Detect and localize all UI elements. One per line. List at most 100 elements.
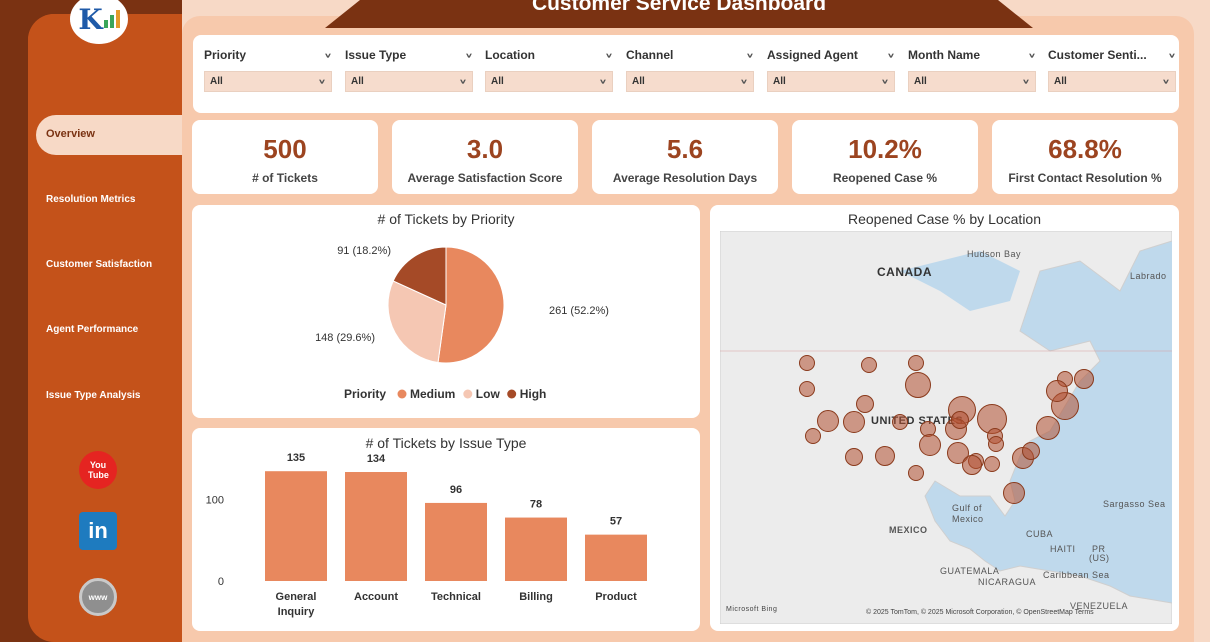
map-label: CUBA [1026, 529, 1054, 539]
location-bubble[interactable] [845, 448, 863, 466]
filter-label: Channel [626, 48, 674, 62]
nav-item-agent-performance[interactable]: Agent Performance [46, 324, 139, 335]
location-bubble[interactable] [1036, 416, 1060, 440]
location-bubble[interactable] [817, 410, 839, 432]
map-attribution[interactable]: © 2025 TomTom, © 2025 Microsoft Corporat… [866, 609, 1094, 616]
location-bubble[interactable] [951, 411, 969, 429]
filter-value: All [773, 76, 786, 87]
y-tick-label: 100 [206, 495, 224, 507]
location-bubble[interactable] [799, 355, 815, 371]
x-tick-label: Technical [431, 591, 481, 603]
location-bubble[interactable] [908, 465, 924, 481]
filter-channel: Channel ∨ All ∨ [626, 45, 754, 92]
location-bubble[interactable] [908, 355, 924, 371]
location-bubble[interactable] [1074, 369, 1094, 389]
y-tick-label: 0 [218, 576, 224, 588]
location-bubble[interactable] [905, 372, 931, 398]
pie-slice-medium[interactable] [437, 246, 505, 364]
location-bubble[interactable] [984, 456, 1000, 472]
kpi-value: 500 [263, 134, 307, 164]
bar-data-label: 134 [367, 453, 386, 465]
priority-chart-card: # of Tickets by Priority 261 (52.2%) 148 … [192, 205, 700, 418]
chevron-down-icon[interactable]: ∨ [604, 51, 613, 59]
filter-dropdown[interactable]: All ∨ [767, 71, 895, 92]
chevron-down-icon: ∨ [598, 78, 607, 86]
kpi-card-reopened: 10.2% Reopened Case % [792, 120, 978, 194]
bar[interactable] [265, 471, 327, 581]
bar[interactable] [585, 534, 647, 581]
chevron-down-icon[interactable]: ∨ [323, 51, 332, 59]
priority-pie-chart: 261 (52.2%) 148 (29.6%) 91 (18.2%) Priority… [315, 245, 609, 401]
x-tick-label: General [276, 591, 317, 603]
location-bubble[interactable] [1046, 380, 1068, 402]
nav-item-overview[interactable]: Overview [46, 128, 95, 140]
map-label: (US) [1089, 553, 1110, 563]
location-bubble[interactable] [799, 381, 815, 397]
nav-item-resolution-metrics[interactable]: Resolution Metrics [46, 194, 136, 205]
filter-dropdown[interactable]: All ∨ [345, 71, 473, 92]
location-bubble[interactable] [892, 414, 908, 430]
legend-item[interactable]: Low [476, 387, 501, 401]
kpi-value: 5.6 [666, 134, 704, 164]
bar[interactable] [505, 517, 567, 581]
map-label: VENEZUELA [1070, 601, 1129, 611]
filter-value: All [351, 76, 364, 87]
legend-item[interactable]: High [520, 387, 547, 401]
kpi-label: Average Resolution Days [612, 171, 758, 185]
pie-slice-high[interactable] [392, 246, 447, 306]
legend-item[interactable]: Medium [410, 387, 455, 401]
location-bubble[interactable] [875, 446, 895, 466]
bar-data-label: 135 [287, 452, 305, 464]
filter-label: Assigned Agent [767, 48, 858, 62]
filter-dropdown[interactable]: All ∨ [485, 71, 613, 92]
filter-dropdown[interactable]: All ∨ [908, 71, 1036, 92]
bing-logo: Microsoft Bing [726, 606, 778, 613]
location-bubble[interactable] [962, 455, 982, 475]
location-map[interactable]: CANADA Hudson Bay Labrado UNITED STATES … [720, 231, 1172, 624]
linkedin-icon[interactable]: in [79, 512, 117, 550]
issue-type-bar-chart: 100 0 135 General Inquiry 134 Account 96 Technic… [206, 452, 647, 618]
filter-dropdown[interactable]: All ∨ [204, 71, 332, 92]
location-bubble[interactable] [1003, 482, 1025, 504]
location-bubble[interactable] [861, 357, 877, 373]
pie-slice-low[interactable] [387, 280, 447, 364]
chevron-down-icon[interactable]: ∨ [1027, 51, 1036, 59]
chevron-down-icon[interactable]: ∨ [1167, 51, 1176, 59]
chevron-down-icon[interactable]: ∨ [464, 51, 473, 59]
filter-dropdown[interactable]: All ∨ [1048, 71, 1176, 92]
filter-assigned-agent: Assigned Agent ∨ All ∨ [767, 45, 895, 92]
youtube-icon[interactable]: You Tube [79, 451, 117, 489]
location-bubble[interactable] [805, 428, 821, 444]
chevron-down-icon[interactable]: ∨ [886, 51, 895, 59]
pie-data-label: 91 (18.2%) [337, 245, 391, 257]
location-bubble[interactable] [919, 434, 941, 456]
map-label: PR [1092, 544, 1106, 554]
legend-marker [397, 389, 407, 399]
map-label: Hudson Bay [967, 249, 1022, 259]
map-label: HAITI [1050, 544, 1076, 554]
kpi-label: First Contact Resolution % [1008, 171, 1162, 185]
bar[interactable] [345, 472, 407, 581]
page-title: Customer Service Dashboard [531, 0, 827, 15]
pie-data-label: 261 (52.2%) [549, 305, 609, 317]
filter-label: Location [485, 48, 535, 62]
chevron-down-icon[interactable]: ∨ [745, 51, 754, 59]
nav-item-issue-type-analysis[interactable]: Issue Type Analysis [46, 390, 141, 401]
filter-month-name: Month Name ∨ All ∨ [908, 45, 1036, 92]
globe-icon[interactable]: www [79, 578, 117, 616]
location-bubble[interactable] [988, 436, 1004, 452]
nav-item-customer-satisfaction[interactable]: Customer Satisfaction [46, 259, 153, 270]
location-bubble[interactable] [1022, 442, 1040, 460]
location-bubble[interactable] [843, 411, 865, 433]
chart-title: # of Tickets by Issue Type [365, 435, 527, 451]
bar[interactable] [425, 502, 487, 581]
location-bubble[interactable] [856, 395, 874, 413]
kpi-value: 3.0 [466, 134, 504, 164]
legend-marker [463, 389, 473, 399]
kpi-value: 68.8% [1048, 134, 1122, 164]
map-label: Sargasso Sea [1103, 499, 1166, 509]
kpi-card-tickets: 500 # of Tickets [192, 120, 378, 194]
x-tick-label: Billing [519, 591, 553, 603]
map-label: MEXICO [889, 525, 928, 535]
filter-dropdown[interactable]: All ∨ [626, 71, 754, 92]
